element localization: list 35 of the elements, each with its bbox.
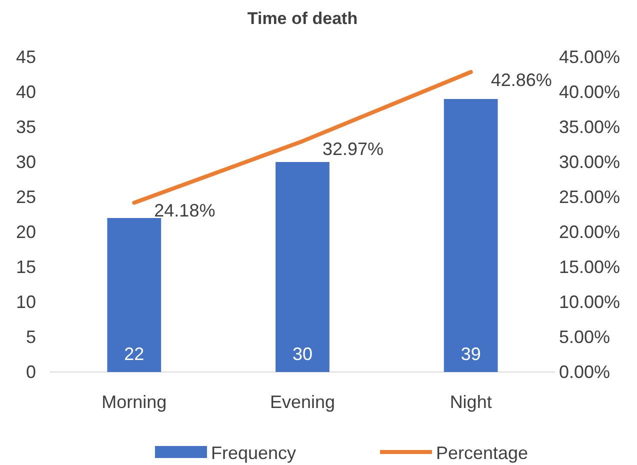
x-tick-label: Morning	[102, 392, 167, 412]
chart-title: Time of death	[247, 9, 358, 28]
y-tick-label: 15	[16, 257, 36, 277]
data-label: 22	[124, 344, 144, 364]
y2-tick-label: 45.00%	[559, 47, 620, 67]
y2-tick-label: 5.00%	[559, 327, 610, 347]
y2-tick-label: 30.00%	[559, 152, 620, 172]
y-tick-label: 20	[16, 222, 36, 242]
y2-tick-label: 15.00%	[559, 257, 620, 277]
y2-tick-label: 25.00%	[559, 187, 620, 207]
bar	[276, 162, 330, 372]
legend-label: Frequency	[211, 443, 296, 463]
y-tick-label: 10	[16, 292, 36, 312]
y-tick-label: 35	[16, 117, 36, 137]
y2-tick-label: 0.00%	[559, 362, 610, 382]
x-tick-label: Night	[450, 392, 492, 412]
data-label: 30	[292, 344, 313, 364]
y2-tick-label: 35.00%	[559, 117, 620, 137]
y2-tick-label: 20.00%	[559, 222, 620, 242]
y-tick-label: 30	[16, 152, 36, 172]
legend-label: Percentage	[436, 443, 528, 463]
y-tick-label: 40	[16, 82, 36, 102]
data-label: 42.86%	[490, 70, 552, 90]
y-tick-label: 45	[16, 47, 36, 67]
y-tick-label: 25	[16, 187, 36, 207]
bar	[107, 218, 162, 372]
data-label: 32.97%	[322, 139, 384, 160]
bar	[444, 99, 498, 372]
y-tick-label: 0	[26, 362, 36, 382]
y2-tick-label: 10.00%	[559, 292, 620, 312]
y2-tick-label: 40.00%	[559, 82, 620, 102]
x-tick-label: Evening	[270, 392, 336, 412]
data-label: 24.18%	[154, 200, 216, 221]
y-tick-label: 5	[26, 327, 36, 347]
data-label: 39	[460, 344, 481, 364]
